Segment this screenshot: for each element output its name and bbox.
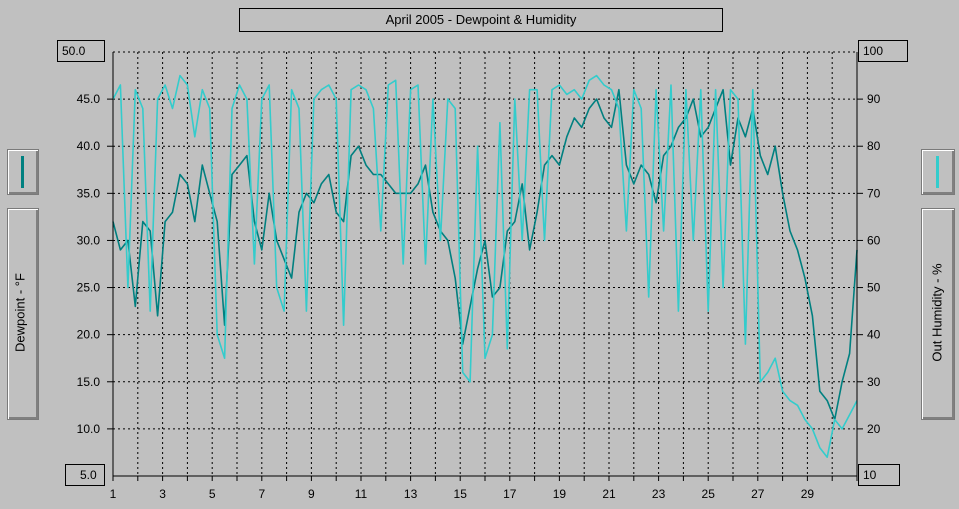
dewpoint-axis-label-box: Dewpoint - °F bbox=[7, 208, 39, 420]
y-right-tick-label: 20 bbox=[867, 422, 881, 436]
x-tick-label: 21 bbox=[602, 487, 616, 501]
humidity-legend-swatch bbox=[921, 149, 955, 195]
y-right-tick-label: 90 bbox=[867, 92, 881, 106]
humidity-series-line bbox=[112, 74, 858, 459]
y-right-tick-label: 50 bbox=[867, 281, 881, 295]
y-left-tick-label: 25.0 bbox=[77, 281, 101, 295]
y-right-tick-label: 60 bbox=[867, 233, 881, 247]
x-tick-label: 25 bbox=[702, 487, 716, 501]
x-tick-label: 7 bbox=[258, 487, 265, 501]
y-left-max-label: 50.0 bbox=[57, 40, 105, 62]
x-tick-label: 27 bbox=[751, 487, 765, 501]
dewpoint-legend-swatch bbox=[7, 149, 39, 195]
y-left-tick-label: 35.0 bbox=[77, 186, 101, 200]
x-tick-label: 19 bbox=[553, 487, 567, 501]
humidity-swatch-line bbox=[936, 156, 939, 188]
x-tick-label: 29 bbox=[801, 487, 815, 501]
x-tick-label: 17 bbox=[503, 487, 517, 501]
dewpoint-series-line bbox=[112, 88, 858, 421]
humidity-axis-label-box: Out Humidity - % bbox=[921, 208, 955, 420]
dewpoint-swatch-line bbox=[21, 156, 24, 188]
x-tick-label: 11 bbox=[355, 487, 368, 501]
y-left-tick-label: 20.0 bbox=[77, 328, 101, 342]
y-left-tick-label: 45.0 bbox=[77, 92, 101, 106]
y-right-tick-label: 30 bbox=[867, 375, 881, 389]
y-right-max-label: 100 bbox=[858, 40, 908, 62]
chart-title: April 2005 - Dewpoint & Humidity bbox=[239, 8, 723, 32]
y-right-tick-label: 80 bbox=[867, 139, 881, 153]
y-right-tick-label: 70 bbox=[867, 186, 881, 200]
y-left-tick-label: 40.0 bbox=[77, 139, 101, 153]
x-tick-label: 23 bbox=[652, 487, 666, 501]
x-tick-label: 13 bbox=[404, 487, 418, 501]
y-left-tick-label: 10.0 bbox=[77, 422, 101, 436]
x-tick-label: 15 bbox=[454, 487, 468, 501]
x-tick-label: 5 bbox=[209, 487, 216, 501]
y-right-tick-label: 40 bbox=[867, 328, 881, 342]
x-tick-label: 1 bbox=[110, 487, 117, 501]
y-right-min-label: 10 bbox=[858, 464, 900, 486]
y-left-tick-label: 30.0 bbox=[77, 233, 101, 247]
x-tick-label: 9 bbox=[308, 487, 315, 501]
y-left-min-label: 5.0 bbox=[65, 464, 105, 486]
x-tick-label: 3 bbox=[159, 487, 166, 501]
y-left-tick-label: 15.0 bbox=[77, 375, 101, 389]
